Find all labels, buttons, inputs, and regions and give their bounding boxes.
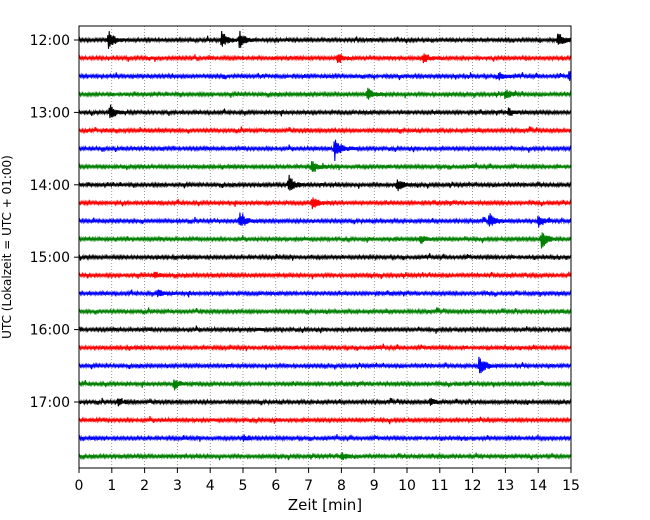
x-tick-label: 13 <box>496 478 514 494</box>
trace-line <box>78 452 572 461</box>
y-tick-label: 12:00 <box>30 33 70 49</box>
trace-line <box>78 30 572 49</box>
trace-line <box>78 53 572 64</box>
trace-line <box>78 161 572 172</box>
x-tick-label: 0 <box>75 478 84 494</box>
y-axis-label: UTC (Lokalzeit = UTC + 01:00) <box>0 155 14 339</box>
trace-line <box>78 232 572 249</box>
traces <box>78 30 572 461</box>
trace-line <box>78 325 572 334</box>
x-tick-label: 12 <box>464 478 482 494</box>
trace-line <box>78 71 572 81</box>
x-tick-label: 4 <box>206 478 215 494</box>
trace-line <box>78 289 572 298</box>
y-tick-label: 14:00 <box>30 178 70 194</box>
x-tick-label: 1 <box>107 478 116 494</box>
trace-line <box>78 416 572 425</box>
x-tick-label: 10 <box>398 478 416 494</box>
trace-line <box>78 307 572 316</box>
trace-line <box>78 434 572 443</box>
x-tick-label: 15 <box>562 478 580 494</box>
x-tick-label: 8 <box>337 478 346 494</box>
x-tick-label: 9 <box>370 478 379 494</box>
trace-line <box>78 104 572 119</box>
trace-line <box>78 126 572 135</box>
trace-line <box>78 271 572 280</box>
x-tick-label: 11 <box>431 478 449 494</box>
y-tick-label: 13:00 <box>30 105 70 121</box>
x-axis: 0 1 2 3 4 5 6 7 8 9 10 11 12 13 14 15 <box>75 468 580 494</box>
x-tick-label: 5 <box>239 478 248 494</box>
trace-line <box>78 356 572 374</box>
y-tick-label: 16:00 <box>30 323 70 339</box>
x-tick-label: 6 <box>271 478 280 494</box>
trace-line <box>78 379 572 391</box>
plot-frame <box>78 25 572 469</box>
trace-line <box>78 343 572 352</box>
trace-line <box>78 174 572 192</box>
x-tick-label: 2 <box>140 478 149 494</box>
trace-line <box>78 397 572 407</box>
trace-line <box>78 197 572 210</box>
trace-line <box>78 253 572 262</box>
x-tick-label: 14 <box>529 478 547 494</box>
trace-line <box>78 87 572 100</box>
y-axis: 12:00 13:00 14:00 15:00 16:00 17:00 <box>30 33 79 411</box>
x-tick-label: 7 <box>304 478 313 494</box>
x-axis-label: Zeit [min] <box>288 496 362 514</box>
trace-line <box>78 212 572 228</box>
trace-line <box>78 139 572 162</box>
y-tick-label: 17:00 <box>30 395 70 411</box>
x-tick-label: 3 <box>173 478 182 494</box>
y-tick-label: 15:00 <box>30 250 70 266</box>
